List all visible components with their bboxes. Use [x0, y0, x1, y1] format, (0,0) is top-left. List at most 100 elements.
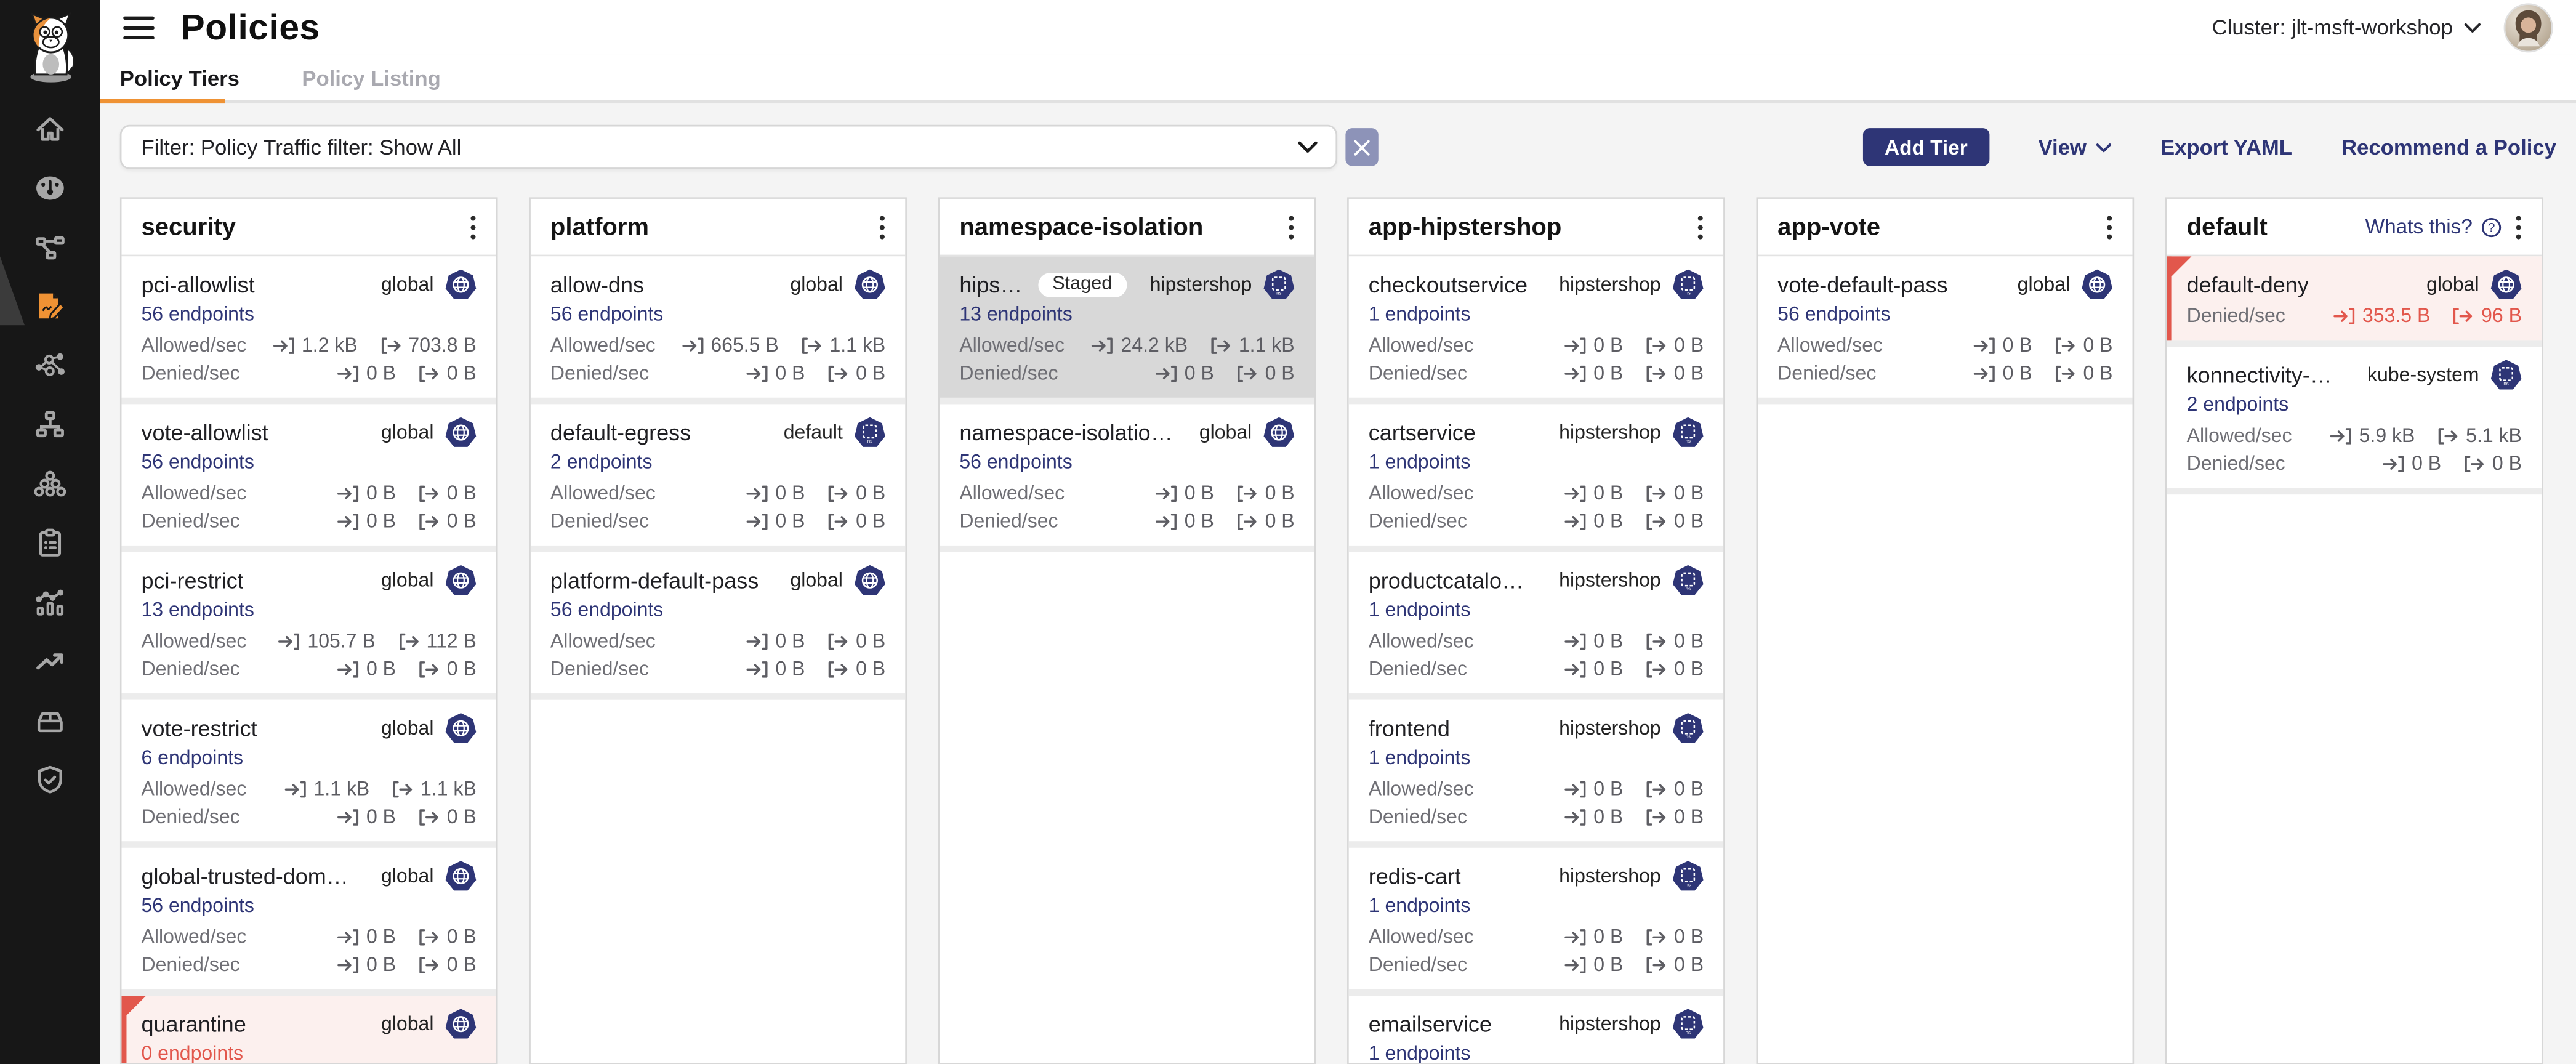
policy-card[interactable]: global-trusted-domains global 56 endpoints…	[121, 847, 496, 996]
ingress-value: 0 B	[1155, 362, 1214, 385]
user-avatar[interactable]	[2503, 2, 2553, 52]
tab-policy-tiers[interactable]: Policy Tiers	[119, 65, 239, 90]
ingress-icon	[1973, 337, 1996, 355]
egress-icon	[1644, 661, 1667, 679]
tab-policy-listing[interactable]: Policy Listing	[302, 65, 441, 90]
policy-card[interactable]: quarantine global 0 endpoints	[121, 996, 496, 1063]
sidebar-item-dashboard[interactable]	[0, 158, 100, 217]
ingress-value: 0 B	[1564, 482, 1623, 505]
endpoints-link[interactable]: 1 endpoints	[1368, 302, 1471, 326]
sidebar-item-service-graph[interactable]	[0, 217, 100, 276]
sidebar-item-archive[interactable]	[0, 690, 100, 749]
endpoints-link[interactable]: 1 endpoints	[1368, 598, 1471, 621]
stat-label: Denied/sec	[141, 657, 240, 680]
sidebar-item-workloads[interactable]	[0, 453, 100, 512]
policy-card[interactable]: default-deny global Denied/sec 353.5 B 96 B	[2167, 256, 2542, 347]
tier-menu-button[interactable]	[1283, 214, 1300, 239]
endpoints-link[interactable]: 13 endpoints	[141, 598, 254, 621]
policy-card[interactable]: cartservice hipstershop ns 1 endpoints Allow…	[1348, 404, 1724, 552]
cluster-selector[interactable]: Cluster: jlt-msft-workshop	[2212, 15, 2481, 39]
policy-card[interactable]: vote-allowlist global 56 endpoints Allowed/…	[121, 404, 496, 552]
clear-filter-button[interactable]	[1345, 128, 1379, 166]
policy-card[interactable]: hipstershop-gh… Staged hipstershop ns 13 end…	[940, 256, 1314, 405]
sidebar-item-threat-defense[interactable]	[0, 749, 100, 808]
policy-card[interactable]: namespace-isolation-default-p… global 56 e…	[940, 404, 1314, 552]
sidebar-item-nodes[interactable]	[0, 335, 100, 394]
endpoints-link[interactable]: 56 endpoints	[141, 302, 254, 326]
egress-value: 0 B	[417, 362, 477, 385]
endpoints-link[interactable]: 0 endpoints	[141, 1041, 244, 1063]
tier-column-security: security pci-allowlist global 56 endpoints A…	[119, 197, 498, 1064]
stat-label: Allowed/sec	[1777, 333, 1883, 357]
scope-label: default	[783, 421, 843, 444]
egress-icon	[826, 513, 849, 531]
endpoints-link[interactable]: 1 endpoints	[1368, 450, 1471, 474]
scope-label: global	[380, 1012, 434, 1036]
policy-card[interactable]: redis-cart hipstershop ns 1 endpoints Allowe…	[1348, 847, 1724, 996]
ingress-icon	[2333, 307, 2356, 325]
tier-menu-button[interactable]	[2510, 214, 2527, 239]
endpoints-link[interactable]: 56 endpoints	[550, 598, 664, 621]
endpoints-link[interactable]: 1 endpoints	[1368, 1041, 1471, 1063]
policy-card[interactable]: checkoutservice hipstershop ns 1 endpoints A…	[1348, 256, 1724, 405]
trending-icon	[33, 643, 67, 678]
stat-label: Denied/sec	[1368, 805, 1467, 828]
policy-card[interactable]: pci-restrict global 13 endpoints Allowed/se…	[121, 552, 496, 700]
egress-value: 1.1 kB	[800, 334, 885, 357]
export-yaml-button[interactable]: Export YAML	[2160, 134, 2292, 159]
tier-menu-button[interactable]	[1692, 214, 1709, 239]
endpoints-link[interactable]: 2 endpoints	[2186, 392, 2289, 416]
sidebar-item-policies[interactable]	[0, 256, 100, 335]
scope-label: global	[380, 272, 434, 296]
whats-this-link[interactable]: Whats this?	[2365, 215, 2473, 238]
policy-name: checkoutservice	[1368, 272, 1528, 297]
stat-label: Allowed/sec	[1368, 481, 1474, 505]
endpoints-link[interactable]: 1 endpoints	[1368, 746, 1471, 769]
endpoints-link[interactable]: 1 endpoints	[1368, 893, 1471, 917]
egress-icon	[2463, 455, 2485, 473]
hamburger-menu-icon[interactable]	[123, 14, 155, 40]
ingress-icon	[1973, 365, 1996, 382]
policy-card[interactable]: vote-restrict global 6 endpoints Allowed/se…	[121, 699, 496, 848]
policy-card[interactable]: pci-allowlist global 56 endpoints Allowed/s…	[121, 256, 496, 405]
denied-per-sec-row: Denied/sec 0 B 0 B	[141, 806, 476, 828]
policy-card[interactable]: frontend hipstershop ns 1 endpoints Allowed/…	[1348, 699, 1724, 848]
endpoints-link[interactable]: 56 endpoints	[141, 450, 254, 474]
endpoints-link[interactable]: 13 endpoints	[959, 302, 1073, 326]
sidebar-item-compliance[interactable]	[0, 513, 100, 572]
stat-label: Denied/sec	[1368, 657, 1467, 680]
policy-card[interactable]: default-egress default ns 2 endpoints Allowe…	[530, 404, 906, 552]
sidebar-item-endpoints[interactable]	[0, 394, 100, 453]
egress-icon	[391, 780, 414, 798]
endpoints-link[interactable]: 56 endpoints	[1777, 302, 1891, 326]
workloads-icon	[33, 465, 67, 500]
policy-traffic-filter-select[interactable]: Filter: Policy Traffic filter: Show All	[119, 124, 1338, 169]
ingress-value: 105.7 B	[278, 630, 376, 653]
policy-card[interactable]: vote-default-pass global 56 endpoints Allow…	[1758, 256, 2133, 405]
endpoints-link[interactable]: 56 endpoints	[141, 893, 254, 917]
tier-menu-button[interactable]	[874, 214, 891, 239]
add-tier-button[interactable]: Add Tier	[1863, 128, 1989, 166]
policy-card[interactable]: konnectivity-agent kube-system ns 2 endpoin…	[2167, 347, 2542, 495]
sidebar-item-trending[interactable]	[0, 631, 100, 690]
recommend-policy-button[interactable]: Recommend a Policy	[2341, 134, 2556, 159]
view-menu-button[interactable]: View	[2038, 135, 2111, 159]
sidebar-item-home[interactable]	[0, 99, 100, 158]
endpoints-link[interactable]: 56 endpoints	[959, 450, 1073, 474]
endpoints-link[interactable]: 2 endpoints	[550, 450, 653, 474]
help-circle-icon[interactable]: ?	[2481, 216, 2502, 238]
tier-title: default	[2186, 212, 2268, 241]
stat-label: Denied/sec	[550, 361, 650, 385]
sidebar-item-timeline[interactable]	[0, 572, 100, 631]
endpoints-link[interactable]: 56 endpoints	[550, 302, 664, 326]
policy-card[interactable]: productcatalogservice hipstershop ns 1 endp…	[1348, 552, 1724, 700]
policy-card[interactable]: platform-default-pass global 56 endpoints A…	[530, 552, 906, 700]
endpoints-link[interactable]: 6 endpoints	[141, 746, 244, 769]
policy-card[interactable]: allow-dns global 56 endpoints Allowed/sec 66…	[530, 256, 906, 405]
policy-name: default-egress	[550, 419, 691, 445]
egress-value: 0 B	[417, 510, 477, 533]
tier-menu-button[interactable]	[2101, 214, 2118, 239]
tier-menu-button[interactable]	[465, 214, 481, 239]
egress-icon	[1644, 337, 1667, 355]
